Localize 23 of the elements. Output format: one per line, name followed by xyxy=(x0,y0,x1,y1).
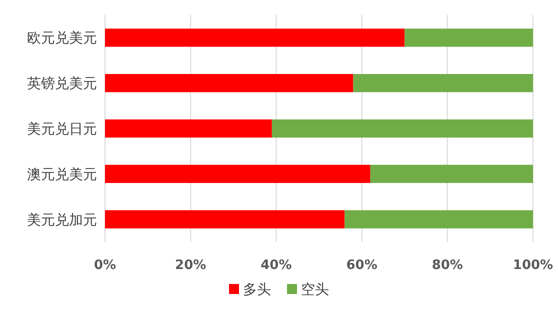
bar xyxy=(105,74,354,92)
bar xyxy=(105,119,272,138)
bar xyxy=(353,74,533,92)
y-tick-label: 美元兑加元 xyxy=(27,212,97,228)
bar xyxy=(272,119,533,138)
legend-label: 多头 xyxy=(243,282,271,298)
bar xyxy=(105,164,370,183)
x-tick-label: 60% xyxy=(346,258,378,273)
bar xyxy=(404,28,533,47)
x-tick-label: 20% xyxy=(175,258,206,273)
y-tick-label: 英镑兑美元 xyxy=(27,76,97,92)
legend-label: 空头 xyxy=(301,282,329,298)
x-tick-label: 100% xyxy=(512,258,554,273)
x-tick-label: 0% xyxy=(94,258,116,273)
x-tick-label: 80% xyxy=(432,258,463,273)
bar xyxy=(105,28,405,47)
bar xyxy=(370,164,533,183)
bar xyxy=(105,210,345,228)
x-tick-label: 40% xyxy=(260,258,292,273)
bar xyxy=(344,210,533,228)
y-tick-label: 澳元兑美元 xyxy=(27,166,97,183)
y-tick-label: 美元兑日元 xyxy=(27,122,97,138)
y-tick-label: 欧元兑美元 xyxy=(27,30,97,47)
